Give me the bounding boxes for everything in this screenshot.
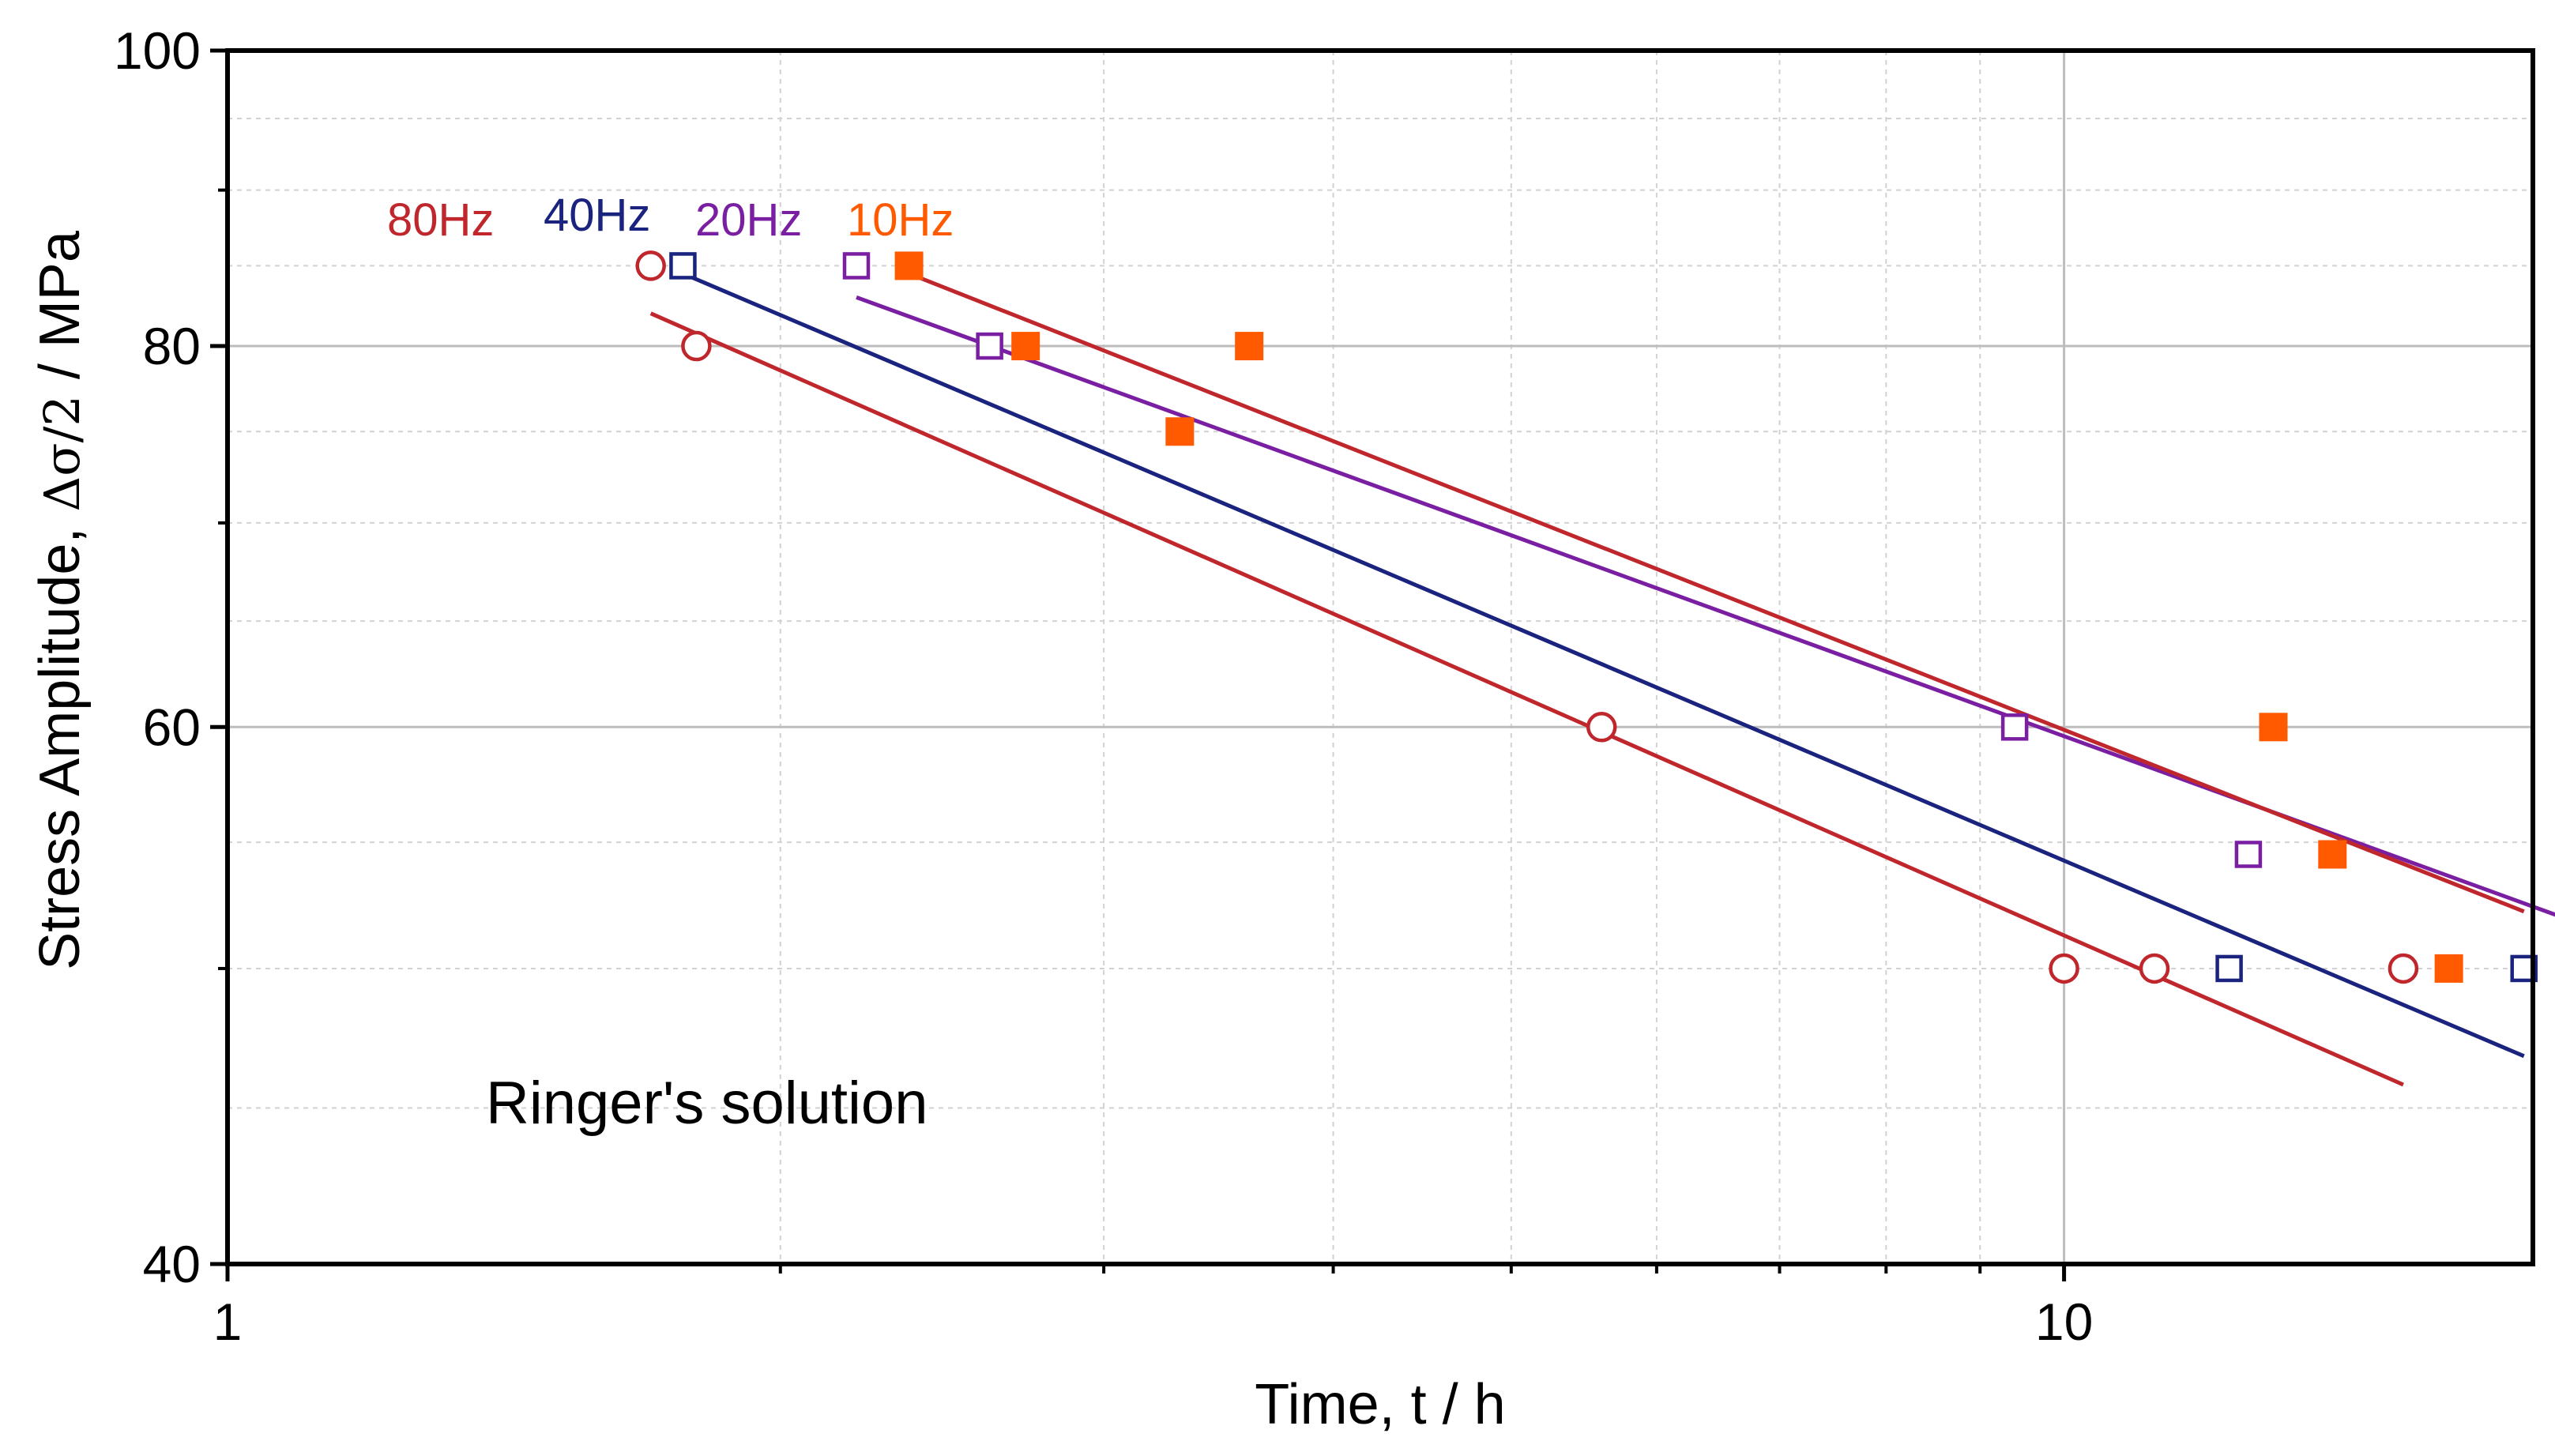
marker-40Hz xyxy=(669,252,697,280)
marker-10Hz xyxy=(2318,840,2347,869)
marker-80Hz xyxy=(2049,953,2079,984)
marker-10Hz xyxy=(1235,332,1264,361)
fit-lines xyxy=(649,271,2555,1087)
x-tick-label: 10 xyxy=(2035,1292,2093,1351)
data-markers xyxy=(635,250,2538,984)
fit-line-10Hz xyxy=(908,271,2525,914)
y-tick-label: 100 xyxy=(114,21,201,80)
marker-10Hz xyxy=(1011,332,1040,361)
marker-40Hz xyxy=(2215,954,2243,983)
legend-label-40Hz: 40Hz xyxy=(544,190,650,241)
y-tick-label: 80 xyxy=(143,317,201,375)
marker-80Hz xyxy=(635,250,666,281)
marker-20Hz xyxy=(842,252,871,280)
marker-80Hz xyxy=(2388,953,2419,984)
fit-line-80Hz xyxy=(649,311,2404,1087)
fit-line-40Hz xyxy=(682,272,2525,1059)
marker-80Hz xyxy=(1586,712,1617,743)
marker-80Hz xyxy=(681,330,712,362)
y-axis-title-prefix: Stress Amplitude, xyxy=(28,512,92,970)
legend: 80Hz 40Hz 20Hz 10Hz xyxy=(387,190,954,246)
plot-frame xyxy=(225,48,2535,1266)
x-axis-title: Time, t / h xyxy=(1255,1373,1505,1436)
fit-line-20Hz xyxy=(856,295,2555,917)
marker-10Hz xyxy=(2259,713,2288,742)
y-axis-title: Stress Amplitude, Δσ/2 / MPa xyxy=(28,230,92,970)
legend-label-20Hz: 20Hz xyxy=(695,194,802,246)
legend-label-80Hz: 80Hz xyxy=(387,194,494,246)
marker-10Hz xyxy=(2434,954,2463,983)
marker-10Hz xyxy=(894,251,924,280)
marker-20Hz xyxy=(2234,841,2263,868)
axis-ticks: 1 10 40 60 80 100 xyxy=(114,21,2093,1351)
annotation-ringers-solution: Ringer's solution xyxy=(486,1070,928,1137)
y-axis-title-symbol: Δσ/2 xyxy=(33,395,91,511)
marker-80Hz xyxy=(2139,953,2170,984)
legend-label-10Hz: 10Hz xyxy=(847,194,954,246)
y-axis-title-suffix: / MPa xyxy=(28,230,92,395)
marker-10Hz xyxy=(1165,417,1195,446)
y-tick-label: 40 xyxy=(143,1235,201,1293)
y-tick-label: 60 xyxy=(143,698,201,756)
marker-20Hz xyxy=(2000,713,2029,741)
marker-20Hz xyxy=(976,332,1003,360)
x-tick-label: 1 xyxy=(213,1292,243,1351)
